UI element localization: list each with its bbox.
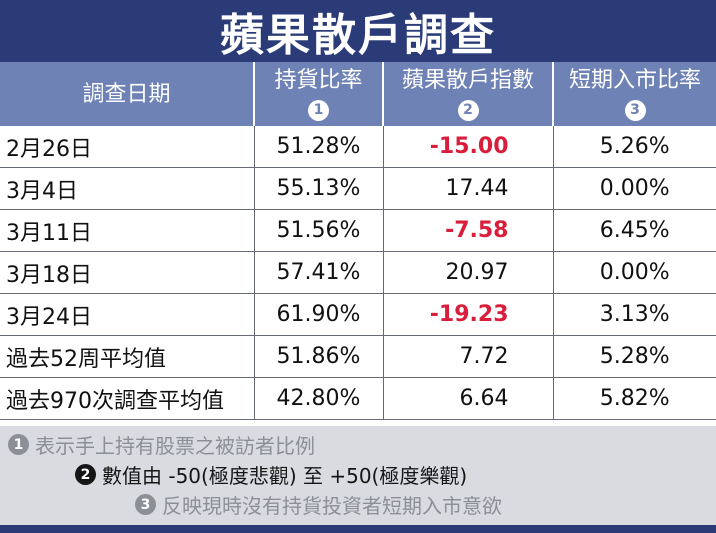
table-row: 過去970次調查平均值 42.80% 6.64 5.82% <box>0 377 716 420</box>
cell-holding: 51.28% <box>254 126 384 168</box>
footnote-badge-1: 1 <box>308 99 329 121</box>
footnote-bullet-2: 2 <box>75 464 96 485</box>
cell-date: 3月4日 <box>0 167 255 210</box>
footnote-text: 反映現時沒有持貨投資者短期入市意欲 <box>162 494 502 518</box>
footnote-badge-2: 2 <box>457 99 479 121</box>
footnote-2: 2 數值由 -50(極度悲觀) 至 +50(極度樂觀) <box>75 460 467 489</box>
footnotes: 1 表示手上持有股票之被訪者比例 2 數值由 -50(極度悲觀) 至 +50(極… <box>0 426 716 525</box>
footnote-badge-3: 3 <box>624 99 646 121</box>
footnote-text: 表示手上持有股票之被訪者比例 <box>35 434 315 458</box>
footnote-text: 數值由 -50(極度悲觀) 至 +50(極度樂觀) <box>102 464 468 488</box>
table-row: 2月26日 51.28% -15.00 5.26% <box>0 126 716 168</box>
column-header-label: 蘋果散戶指數 <box>401 68 534 93</box>
cell-date: 3月24日 <box>0 293 255 336</box>
bottom-rule <box>0 525 716 533</box>
cell-entry: 0.00% <box>553 251 716 294</box>
table-row: 3月11日 51.56% -7.58 6.45% <box>0 209 716 252</box>
column-header-label: 短期入市比率 <box>568 68 701 93</box>
cell-date: 3月11日 <box>0 209 255 252</box>
cell-entry: 0.00% <box>553 167 716 210</box>
card-title: 蘋果散戶調查 <box>0 0 716 62</box>
cell-holding: 55.13% <box>254 167 384 210</box>
cell-entry: 5.28% <box>553 335 716 378</box>
cell-holding: 51.56% <box>254 209 384 252</box>
cell-date: 2月26日 <box>0 126 255 168</box>
cell-date: 3月18日 <box>0 251 255 294</box>
table-header-row: 調查日期 持貨比率 1 蘋果散戶指數 2 短期入市比率 3 <box>0 62 716 126</box>
footnote-1: 1 表示手上持有股票之被訪者比例 <box>8 430 315 459</box>
cell-index: -19.23 <box>383 293 554 336</box>
cell-date: 過去52周平均值 <box>0 335 255 378</box>
cell-index: 7.72 <box>383 335 554 378</box>
column-header-holding: 持貨比率 1 <box>254 62 384 126</box>
cell-entry: 3.13% <box>553 293 716 336</box>
cell-entry: 5.82% <box>553 377 716 420</box>
footnote-bullet-3: 3 <box>135 494 156 515</box>
column-header-label: 持貨比率 <box>274 68 363 93</box>
table-row: 3月4日 55.13% 17.44 0.00% <box>0 167 716 210</box>
cell-entry: 5.26% <box>553 126 716 168</box>
table-row: 3月18日 57.41% 20.97 0.00% <box>0 251 716 294</box>
cell-holding: 61.90% <box>254 293 384 336</box>
column-header-date: 調查日期 <box>0 62 255 126</box>
cell-holding: 42.80% <box>254 377 384 420</box>
cell-index: 6.64 <box>383 377 554 420</box>
cell-holding: 57.41% <box>254 251 384 294</box>
footnote-bullet-1: 1 <box>8 434 29 455</box>
table-row: 3月24日 61.90% -19.23 3.13% <box>0 293 716 336</box>
cell-index: -7.58 <box>383 209 554 252</box>
cell-holding: 51.86% <box>254 335 384 378</box>
cell-date: 過去970次調查平均值 <box>0 377 255 420</box>
cell-entry: 6.45% <box>553 209 716 252</box>
cell-index: 20.97 <box>383 251 554 294</box>
column-header-index: 蘋果散戶指數 2 <box>383 62 554 126</box>
table-row: 過去52周平均值 51.86% 7.72 5.28% <box>0 335 716 378</box>
column-header-label: 調查日期 <box>82 81 171 107</box>
footnote-3: 3 反映現時沒有持貨投資者短期入市意欲 <box>135 490 502 519</box>
cell-index: -15.00 <box>383 126 554 168</box>
survey-table: 調查日期 持貨比率 1 蘋果散戶指數 2 短期入市比率 3 2月26日 5 <box>0 62 716 420</box>
column-header-entry: 短期入市比率 3 <box>553 62 716 126</box>
cell-index: 17.44 <box>383 167 554 210</box>
